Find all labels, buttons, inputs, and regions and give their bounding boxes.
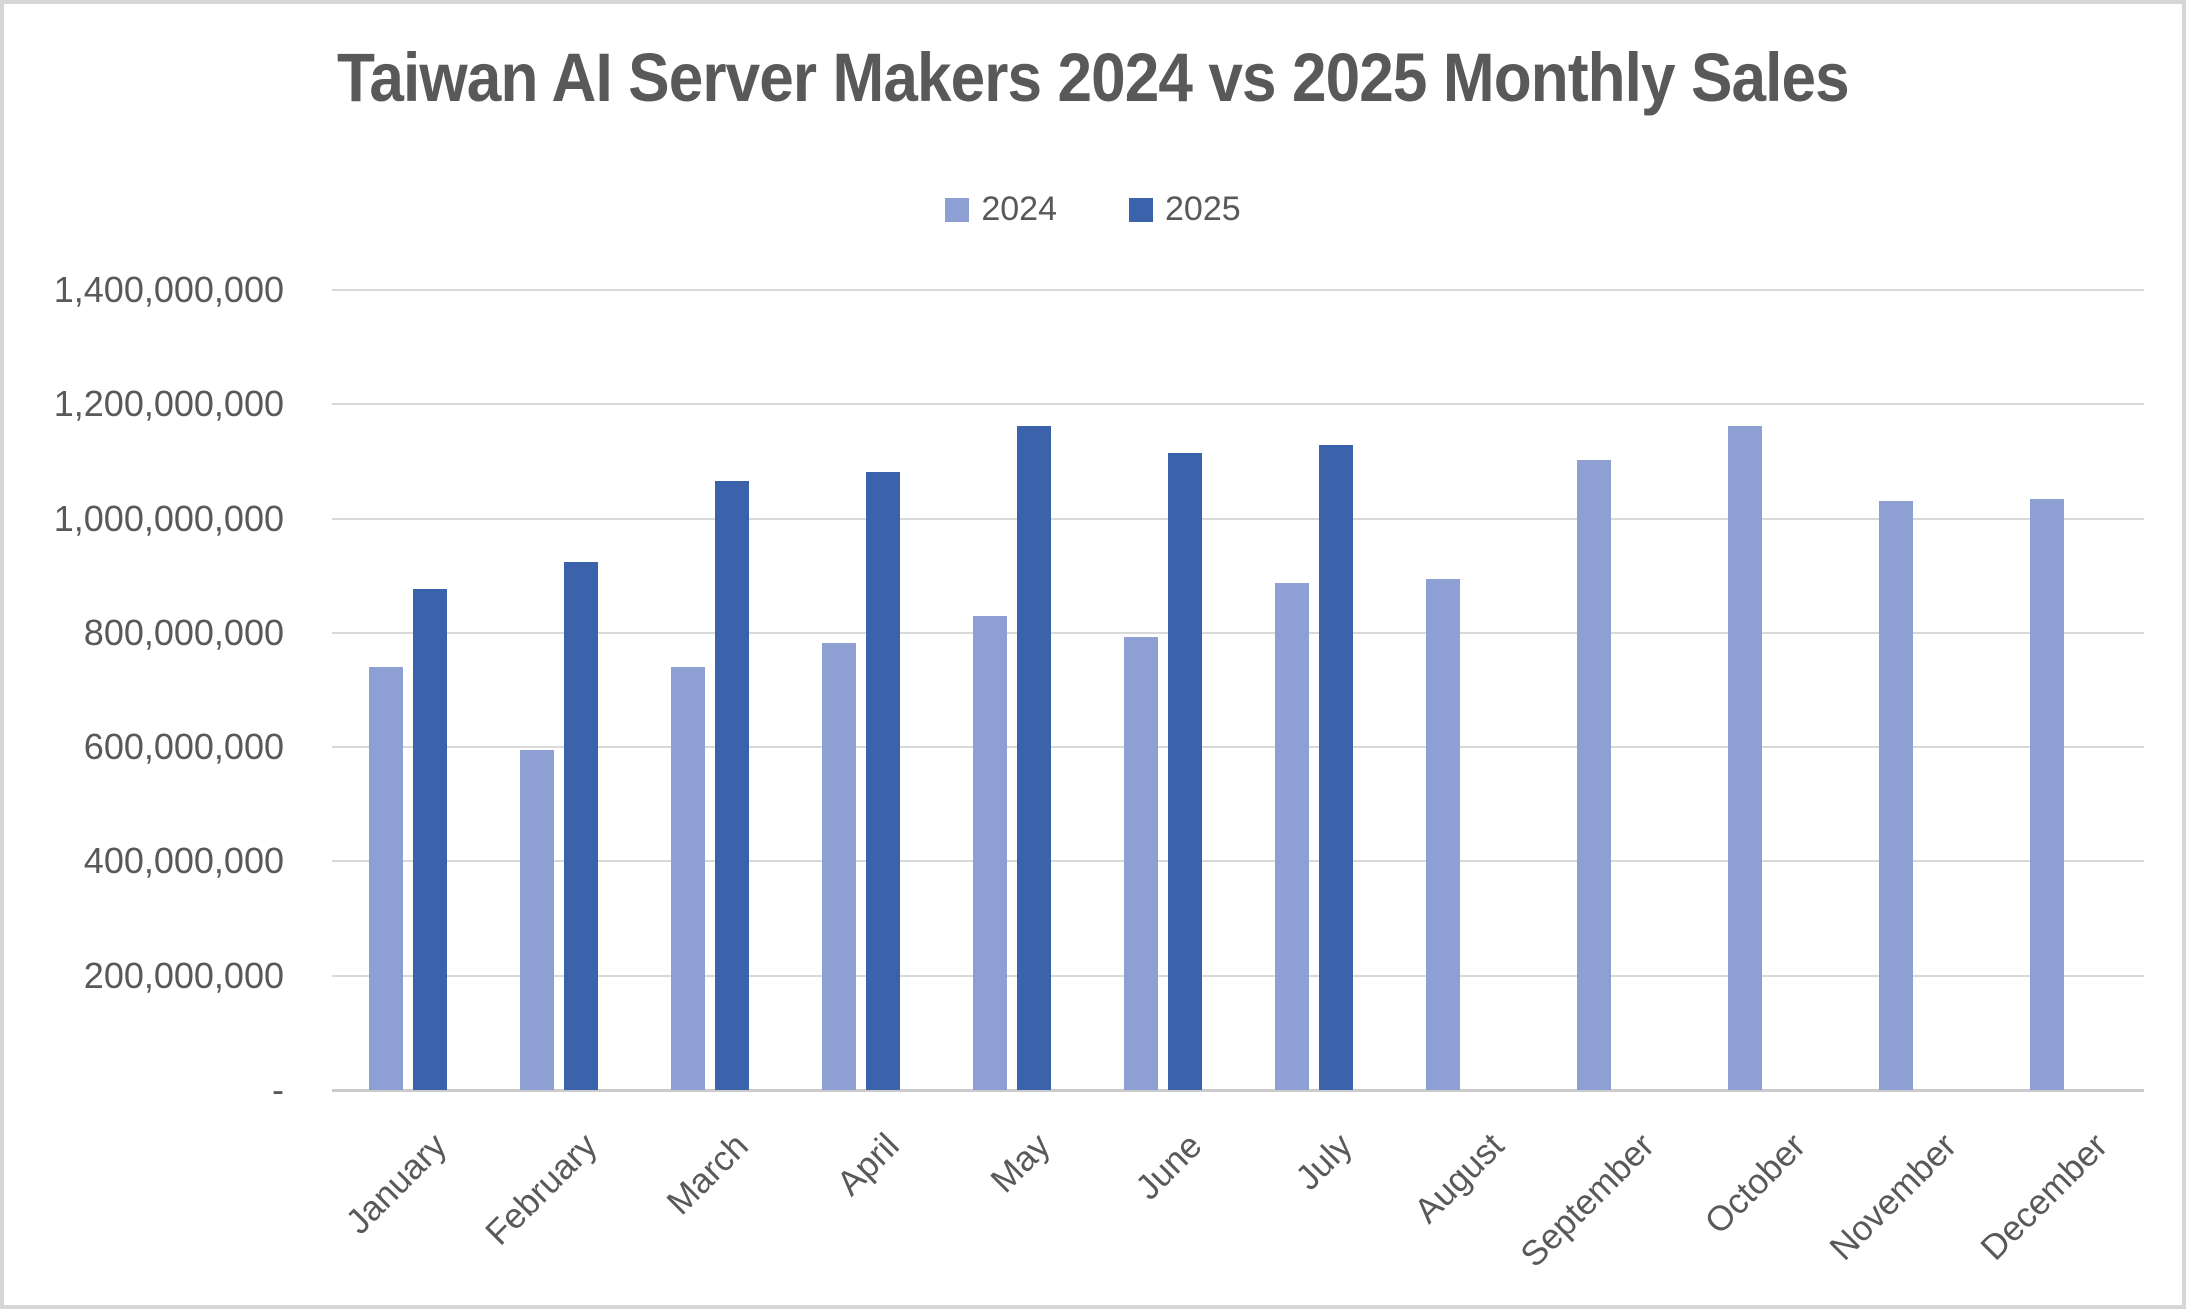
bar-group-june [1087,290,1238,1090]
chart-title: Taiwan AI Server Makers 2024 vs 2025 Mon… [4,38,2182,117]
x-axis-label-november: November [1822,1126,1965,1268]
bar-group-april [785,290,936,1090]
bar-november-2024 [1878,500,1913,1090]
x-axis-label-january: January [338,1126,455,1242]
bar-february-2025 [563,562,598,1090]
x-axis-label-june: June [1127,1126,1210,1208]
chart-title-text: Taiwan AI Server Makers 2024 vs 2025 Mon… [337,39,1850,116]
bar-august-2024 [1425,579,1460,1090]
bar-june-2025 [1167,453,1202,1090]
x-axis-label-july: July [1288,1126,1361,1198]
gridline [332,974,2144,977]
y-axis-tick-label: 800,000,000 [83,611,284,653]
legend-swatch-2024-icon [945,197,970,222]
legend-label-2024: 2024 [981,190,1057,228]
legend: 2024 2025 [4,190,2182,229]
bar-september-2024 [1576,460,1611,1090]
bar-group-january [332,290,483,1090]
y-axis-tick-label: 600,000,000 [83,726,284,768]
bar-july-2024 [1274,583,1309,1090]
bar-group-october [1691,290,1842,1090]
bar-group-december [1993,290,2144,1090]
bar-april-2025 [865,471,900,1090]
gridline [332,860,2144,863]
bar-february-2024 [519,750,554,1090]
bar-group-february [483,290,634,1090]
y-axis-tick-label: 400,000,000 [83,840,284,882]
bar-group-august [1389,290,1540,1090]
gridline [332,631,2144,634]
bar-april-2024 [821,643,856,1090]
y-axis-tick-label: 1,200,000,000 [53,383,284,425]
bar-may-2025 [1016,426,1051,1090]
x-axis-label-december: December [1973,1126,2116,1268]
plot-area: - 200,000,000 400,000,000 600,000,000 800,00… [54,269,2144,1275]
x-axis-label-september: September [1513,1126,1663,1275]
bar-group-may [936,290,1087,1090]
y-axis-tick-label: 1,000,000,000 [53,497,284,539]
bar-january-2025 [412,589,447,1090]
bar-december-2024 [2029,499,2064,1090]
bar-march-2025 [714,480,749,1090]
gridline [332,403,2144,406]
y-axis-tick-label: - [272,1069,284,1110]
x-axis-label-march: March [659,1126,757,1223]
y-axis-tick-label: 200,000,000 [83,954,284,996]
legend-label-2025: 2025 [1165,190,1241,228]
bar-march-2024 [670,667,705,1090]
bar-may-2024 [972,615,1007,1090]
x-axis-label-april: April [829,1126,908,1204]
bars-layer [332,290,2144,1090]
x-axis-label-february: February [478,1126,606,1253]
bar-group-july [1238,290,1389,1090]
legend-swatch-2025-icon [1129,197,1153,222]
x-axis-label-may: May [983,1126,1059,1201]
bar-group-march [634,290,785,1090]
legend-item-2024: 2024 [945,190,1057,229]
gridline [332,517,2144,520]
bar-group-november [1842,290,1993,1090]
legend-item-2025: 2025 [1129,190,1241,229]
bar-october-2024 [1727,426,1762,1090]
gridline [332,289,2144,291]
x-axis-line [332,1089,2144,1092]
bar-june-2024 [1123,636,1158,1090]
x-axis-label-october: October [1697,1126,1814,1242]
bar-group-september [1540,290,1691,1090]
x-axis-label-august: August [1406,1126,1512,1231]
bar-july-2025 [1318,444,1353,1090]
bar-january-2024 [368,667,403,1090]
gridline [332,746,2144,749]
y-axis-tick-label: 1,400,000,000 [53,269,284,310]
